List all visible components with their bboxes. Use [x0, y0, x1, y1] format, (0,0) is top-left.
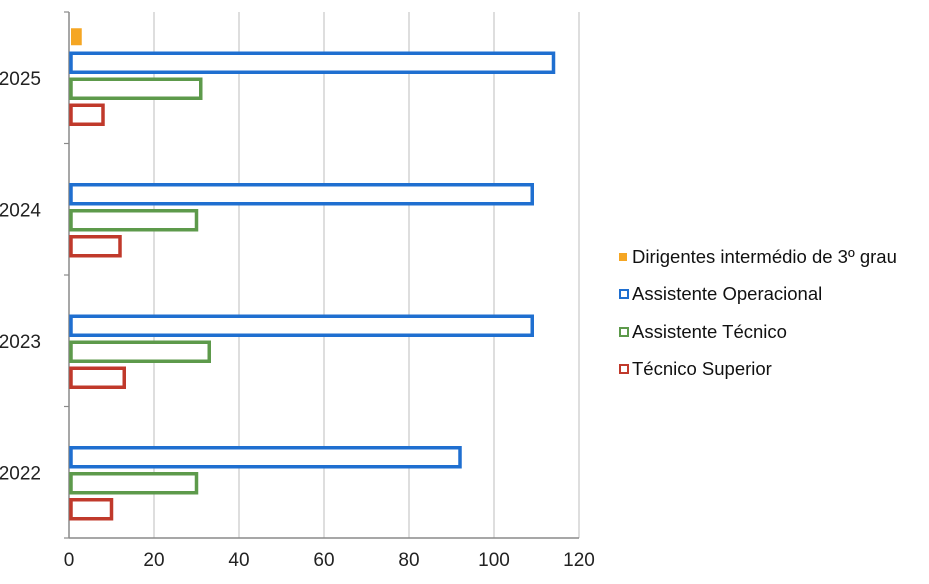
legend-item-assistente-operacional: Assistente Operacional: [619, 276, 897, 314]
x-tick-label-40: 40: [228, 550, 249, 571]
axes: [64, 11, 579, 539]
bar-2022-series-3: [69, 498, 114, 521]
x-tick-label-80: 80: [398, 550, 419, 571]
legend-item-assistente-tecnico: Assistente Técnico: [619, 313, 897, 351]
legend-label-tecnico-superior: Técnico Superior: [632, 358, 772, 380]
bars: [69, 28, 556, 521]
legend-swatch-assistente-tecnico: [619, 326, 629, 337]
legend-swatch-tecnico-superior: [619, 364, 629, 375]
bar-2024-series-3: [69, 235, 122, 258]
legend-item-dirigentes: Dirigentes intermédio de 3º grau: [619, 238, 897, 276]
bar-2023-series-2: [69, 340, 211, 363]
legend-swatch-dirigentes: [619, 252, 627, 261]
x-tick-label-20: 20: [143, 550, 164, 571]
y-tick-label-2025: 2025: [0, 69, 41, 90]
x-tick-label-0: 0: [64, 550, 75, 571]
bar-2025-series-3: [69, 103, 105, 126]
bar-2022-series-1: [69, 446, 462, 469]
legend-label-assistente-operacional: Assistente Operacional: [632, 283, 823, 305]
bar-2025-series-2: [69, 77, 203, 100]
bar-2024-series-2: [69, 209, 199, 232]
x-tick-label-60: 60: [313, 550, 334, 571]
legend-item-tecnico-superior: Técnico Superior: [619, 351, 897, 389]
legend-swatch-assistente-operacional: [619, 289, 629, 300]
legend: Dirigentes intermédio de 3º grau Assiste…: [619, 238, 897, 388]
bar-2025-series-1: [69, 51, 556, 74]
bar-2023-series-3: [69, 366, 126, 389]
bar-2023-series-1: [69, 314, 534, 337]
y-axis-tick-labels: 2022 2023 2024 2025: [0, 69, 41, 485]
bar-2025-series-0: [71, 28, 82, 46]
y-tick-label-2024: 2024: [0, 200, 41, 221]
x-axis-tick-labels: 0 20 40 60 80 100 120: [64, 550, 595, 571]
bar-2022-series-2: [69, 472, 199, 495]
x-tick-label-100: 100: [478, 550, 510, 571]
legend-label-assistente-tecnico: Assistente Técnico: [632, 320, 787, 342]
bar-2024-series-1: [69, 183, 534, 206]
legend-label-dirigentes: Dirigentes intermédio de 3º grau: [632, 245, 897, 267]
y-tick-label-2023: 2023: [0, 332, 41, 353]
y-tick-label-2022: 2022: [0, 463, 41, 484]
x-tick-label-120: 120: [563, 550, 595, 571]
